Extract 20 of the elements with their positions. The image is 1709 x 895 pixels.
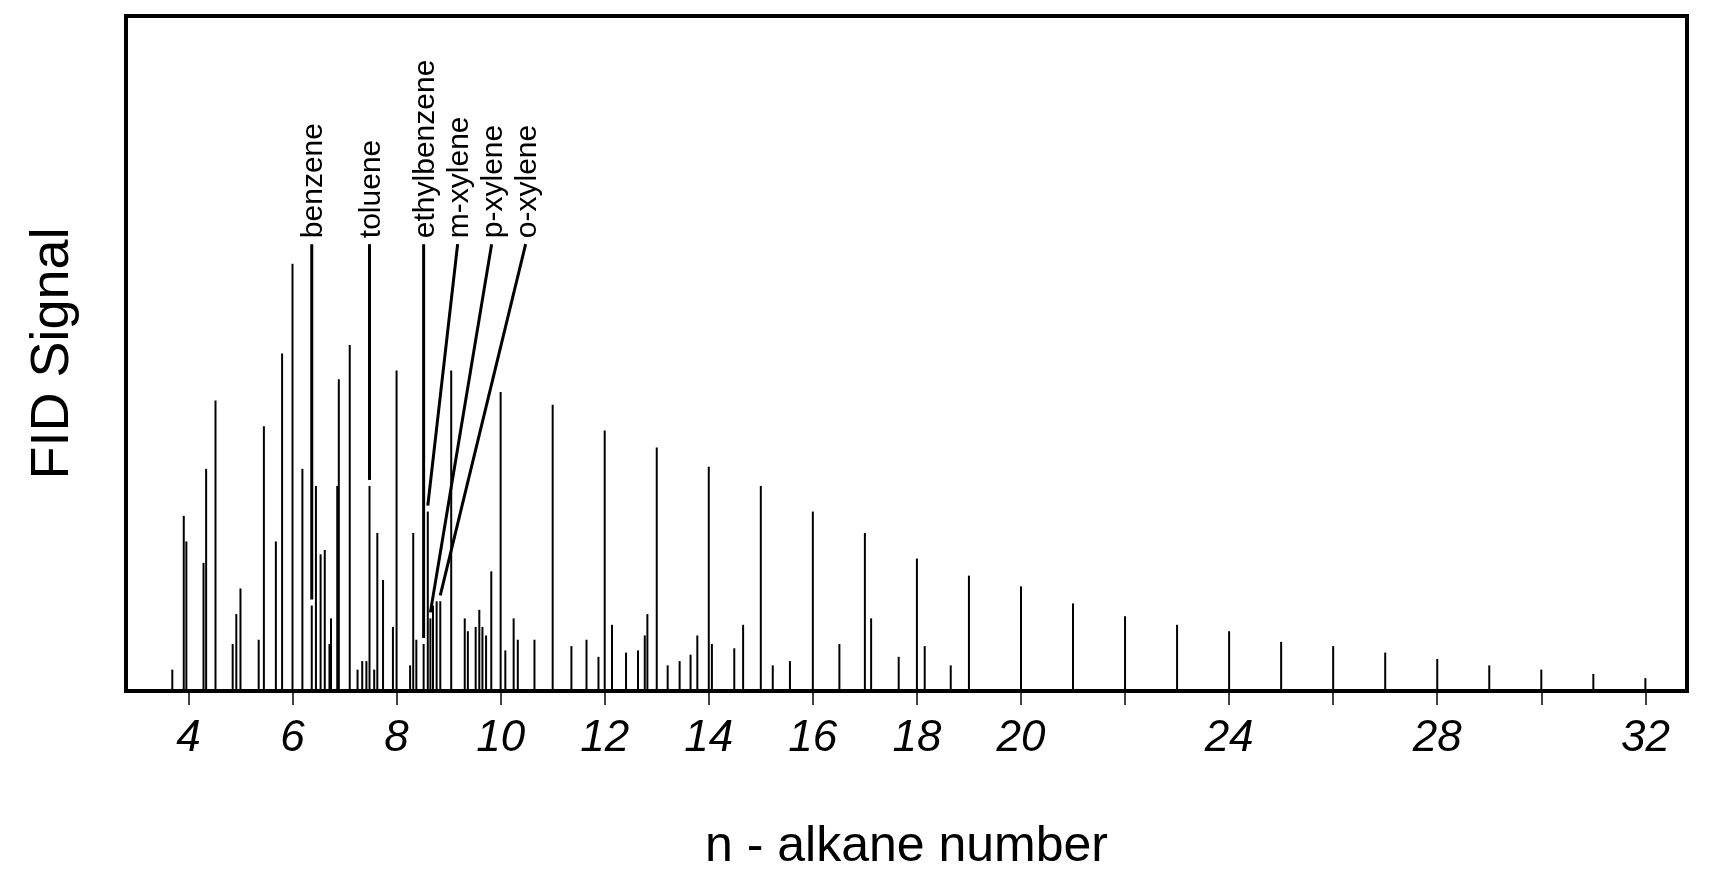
annotation: m-xylene: [441, 116, 475, 239]
x-axis-title: n - alkane number: [704, 816, 1109, 872]
x-tick-label: 4: [176, 710, 201, 760]
annotation: p-xylene: [475, 124, 509, 239]
y-axis-title: FID Signal: [19, 227, 79, 480]
annotation: benzene: [295, 123, 329, 239]
x-tick-label: 28: [1411, 710, 1463, 760]
annotation: o-xylene: [509, 124, 543, 239]
x-tick-label: 8: [384, 710, 410, 760]
x-tick-label: 20: [995, 710, 1046, 760]
annotation: ethylbenzene: [407, 59, 441, 239]
x-tick-label: 24: [1203, 710, 1254, 760]
x-tick-label: 12: [580, 710, 630, 760]
x-tick-label: 14: [684, 710, 734, 760]
x-tick-label: 10: [476, 710, 526, 760]
x-tick-label: 18: [892, 710, 942, 760]
x-tick-label: 6: [280, 710, 306, 760]
x-tick-label: 16: [788, 710, 838, 760]
annotation: toluene: [353, 139, 387, 239]
x-tick-label: 32: [1620, 710, 1670, 760]
